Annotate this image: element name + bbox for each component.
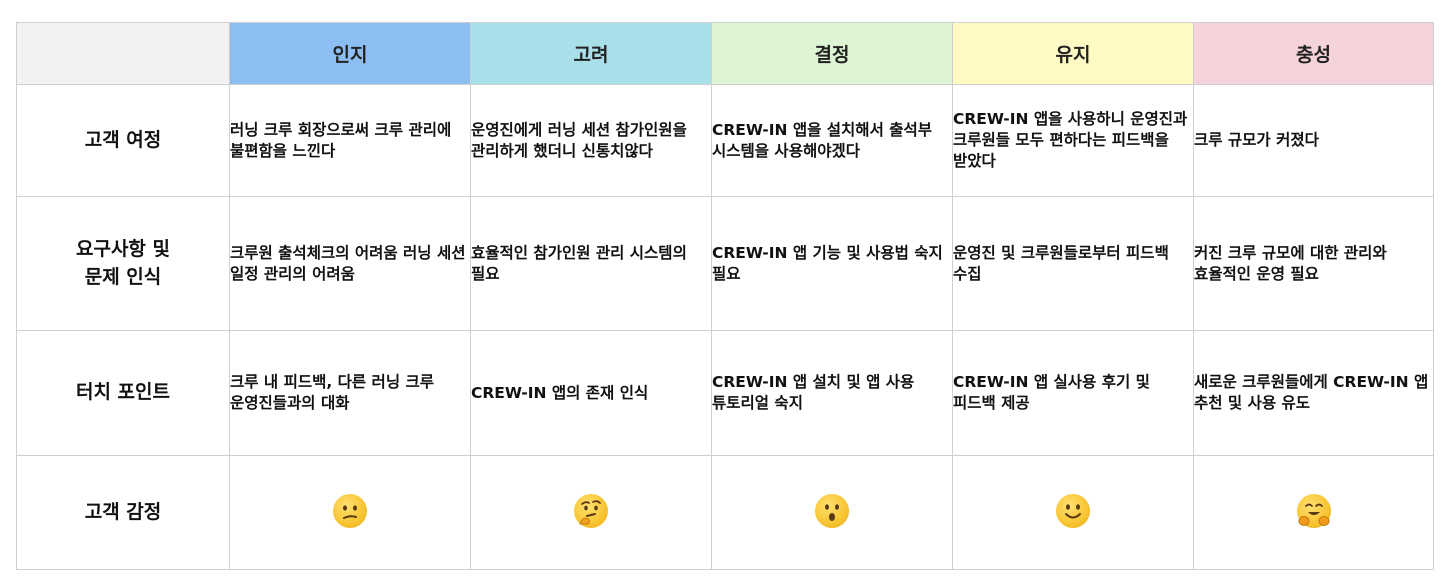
journey-cell: 운영진에게 러닝 세션 참가인원을 관리하게 했더니 신통치않다	[470, 84, 712, 197]
emotion-cell	[229, 455, 471, 570]
hugging-face-icon	[1296, 493, 1331, 528]
emotion-cell	[1193, 455, 1434, 570]
surprised-face-icon	[815, 493, 849, 528]
touchpoint-cell: CREW-IN 앱 실사용 후기 및 피드백 제공	[952, 330, 1194, 456]
smiling-face-icon	[1056, 493, 1090, 528]
emotion-row: 고객 감정	[16, 455, 1434, 570]
stage-consideration: 고려	[470, 22, 712, 85]
journey-row: 고객 여정 러닝 크루 회장으로써 크루 관리에 불편함을 느낀다 운영진에게 …	[16, 84, 1434, 197]
row-label-emotion: 고객 감정	[16, 455, 230, 570]
emotion-cell	[952, 455, 1194, 570]
touchpoint-cell: 크루 내 피드백, 다른 러닝 크루 운영진들과의 대화	[229, 330, 471, 456]
needs-cell: 운영진 및 크루원들로부터 피드백 수집	[952, 196, 1194, 331]
emotion-cell	[711, 455, 953, 570]
stage-header-row: 인지 고려 결정 유지 충성	[16, 22, 1434, 85]
row-label-journey: 고객 여정	[16, 84, 230, 197]
needs-cell: 커진 크루 규모에 대한 관리와 효율적인 운영 필요	[1193, 196, 1434, 331]
row-label-touchpoint: 터치 포인트	[16, 330, 230, 456]
needs-cell: 효율적인 참가인원 관리 시스템의 필요	[470, 196, 712, 331]
touchpoint-cell: CREW-IN 앱 설치 및 앱 사용 튜토리얼 숙지	[711, 330, 953, 456]
touchpoint-cell: CREW-IN 앱의 존재 인식	[470, 330, 712, 456]
stage-loyalty: 충성	[1193, 22, 1434, 85]
needs-row: 요구사항 및 문제 인식 크루원 출석체크의 어려움 러닝 세션 일정 관리의 …	[16, 196, 1434, 331]
thinking-face-icon	[574, 493, 608, 528]
needs-cell: CREW-IN 앱 기능 및 사용법 숙지 필요	[711, 196, 953, 331]
journey-cell: CREW-IN 앱을 설치해서 출석부 시스템을 사용해야겠다	[711, 84, 953, 197]
customer-journey-map: 인지 고려 결정 유지 충성 고객 여정 러닝 크루 회장으로써 크루 관리에 …	[16, 22, 1434, 570]
needs-cell: 크루원 출석체크의 어려움 러닝 세션 일정 관리의 어려움	[229, 196, 471, 331]
stage-retention: 유지	[952, 22, 1194, 85]
row-label-needs: 요구사항 및 문제 인식	[16, 196, 230, 331]
journey-cell: 러닝 크루 회장으로써 크루 관리에 불편함을 느낀다	[229, 84, 471, 197]
touchpoint-cell: 새로운 크루원들에게 CREW-IN 앱 추천 및 사용 유도	[1193, 330, 1434, 456]
journey-cell: CREW-IN 앱을 사용하니 운영진과 크루원들 모두 편하다는 피드백을 받…	[952, 84, 1194, 197]
emotion-cell	[470, 455, 712, 570]
journey-cell: 크루 규모가 커졌다	[1193, 84, 1434, 197]
stage-awareness: 인지	[229, 22, 471, 85]
confused-face-icon	[333, 493, 367, 528]
header-corner-cell	[16, 22, 230, 85]
stage-decision: 결정	[711, 22, 953, 85]
touchpoint-row: 터치 포인트 크루 내 피드백, 다른 러닝 크루 운영진들과의 대화 CREW…	[16, 330, 1434, 456]
